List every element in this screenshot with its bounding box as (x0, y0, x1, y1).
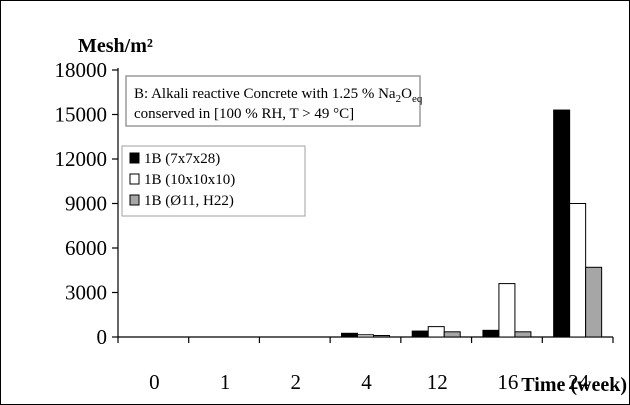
x-tick-label: 0 (149, 370, 160, 394)
x-tick-label: 16 (497, 370, 518, 394)
legend-label-0: 1B (7x7x28) (144, 151, 220, 167)
bar-2-12 (443, 331, 461, 338)
legend-label-1: 1B (10x10x10) (144, 172, 235, 188)
annotation-box (125, 75, 421, 127)
legend-box (121, 145, 306, 217)
bar-0-16 (482, 329, 500, 338)
x-tick-label: 2 (291, 370, 302, 394)
y-tick-label: 18000 (55, 58, 108, 82)
legend-swatch-2 (129, 194, 140, 206)
y-tick-label: 9000 (65, 192, 107, 216)
x-axis-label: Time (week) (521, 374, 627, 396)
bar-0-4 (341, 332, 358, 338)
y-tick-label: 15000 (55, 103, 108, 127)
x-tick-label: 12 (427, 370, 448, 394)
legend-label-2: 1B (Ø11, H22) (144, 193, 234, 209)
bar-2-16 (514, 331, 532, 338)
bar-1-24 (569, 203, 587, 338)
bar-1-12 (427, 326, 445, 338)
y-tick-label: 12000 (55, 147, 108, 171)
annotation-line-1: B: Alkali reactive Concrete with 1.25 % … (134, 86, 423, 105)
y-tick-label: 3000 (65, 281, 107, 305)
x-tick-label: 4 (361, 370, 372, 394)
bar-0-12 (411, 330, 429, 338)
y-tick-label: 0 (97, 325, 108, 349)
bar-2-4 (373, 335, 390, 338)
bar-1-16 (498, 283, 516, 338)
annotation-line-2: conserved in [100 % RH, T > 49 °C] (134, 106, 354, 122)
bar-1-4 (357, 334, 374, 338)
legend-swatch-1 (129, 173, 140, 185)
y-axis-label: Mesh/m² (78, 35, 153, 57)
x-tick-label: 1 (220, 370, 231, 394)
y-tick-label: 6000 (65, 236, 107, 260)
bar-2-24 (585, 266, 603, 338)
bar-0-24 (553, 109, 571, 338)
x-tick-label: 24 (568, 370, 590, 394)
legend-swatch-0 (129, 152, 140, 164)
